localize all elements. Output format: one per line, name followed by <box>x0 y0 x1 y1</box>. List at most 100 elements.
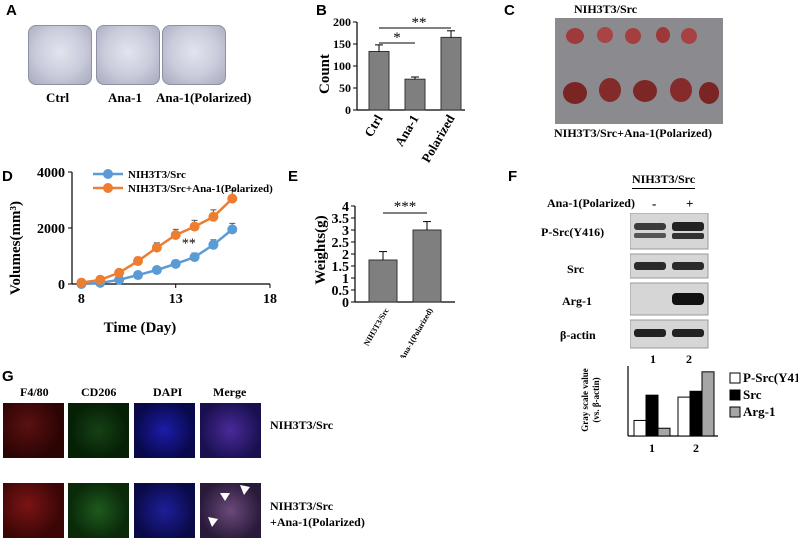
e-ytick-label: 3.5 <box>332 212 350 227</box>
b-sig-star-2: ** <box>412 15 427 31</box>
f-legend-swatch <box>729 406 741 418</box>
f-xtick-label: 1 <box>649 441 655 455</box>
f-lane-sign-2: + <box>686 196 694 211</box>
dish-ana1 <box>96 25 160 85</box>
panel-label-d: D <box>2 168 13 185</box>
g-channel-f480: F4/80 <box>20 385 49 399</box>
chart-d: Volumes(mm³) Time (Day) 0 2000 4000 8 13 18 NI… <box>8 166 277 335</box>
f-bar <box>657 427 671 437</box>
d-xtick-label: 13 <box>169 292 183 307</box>
panel-label-e: E <box>288 168 299 185</box>
g-row1-dapi <box>134 403 195 458</box>
d-point <box>95 274 106 285</box>
d-legend-label: NIH3T3/Src+Ana-1(Polarized) <box>128 183 273 195</box>
chart-e: Weights(g) 00.511.522.533.54 NIH3T3/SrcSr… <box>313 199 455 358</box>
d-point <box>170 230 181 240</box>
panel-label-f: F <box>508 168 518 185</box>
g-channel-dapi: DAPI <box>153 385 183 399</box>
tumor-photo <box>555 18 723 124</box>
b-ytick-label: 100 <box>333 59 351 73</box>
e-ytick-label: 4 <box>342 200 349 215</box>
d-ytick-label: 4000 <box>37 166 65 181</box>
b-ytick-label: 200 <box>333 15 351 29</box>
b-bar <box>404 78 426 111</box>
e-ytick-label: 2.5 <box>332 236 350 251</box>
f-header: NIH3T3/Src <box>632 172 696 189</box>
label-ana1: Ana-1 <box>108 90 142 105</box>
d-ylabel: Volumes(mm³) <box>8 201 24 295</box>
merge-arrows <box>208 485 250 527</box>
e-xtick-label: NIH3T3/Src <box>362 306 391 347</box>
g-row2-dapi <box>134 483 195 538</box>
f-treatment-label: Ana-1(Polarized) <box>547 196 635 210</box>
g-row-label-2: NIH3T3/Src +Ana-1(Polarized) <box>270 499 365 530</box>
e-xtick-label: Src+Ana-1(Polarized) <box>390 306 435 358</box>
panel-label-g: G <box>2 368 14 385</box>
f-ylabel-line1: Gray scale value <box>580 368 590 432</box>
panel-label-a: A <box>6 2 17 19</box>
f-bar <box>689 390 703 437</box>
panel-label-b: B <box>316 2 327 19</box>
e-ytick-label: 3 <box>342 224 349 239</box>
f-bar <box>677 396 691 437</box>
c-top-label: NIH3T3/Src <box>574 2 638 16</box>
d-point <box>114 274 125 285</box>
f-legend-label: Arg-1 <box>743 404 776 419</box>
b-ytick-label: 150 <box>333 37 351 51</box>
f-xtick-label: 2 <box>693 441 699 455</box>
g-row-label-1: NIH3T3/Src <box>270 418 334 432</box>
b-xtick-label: Polarized <box>418 111 458 165</box>
blot-label-src: Src <box>567 262 585 276</box>
b-ytick-label: 0 <box>345 103 351 117</box>
g-row1-f480 <box>3 403 64 458</box>
label-ana1-polarized: Ana-1(Polarized) <box>156 90 252 105</box>
d-point <box>208 211 219 222</box>
e-ytick-label: 0.5 <box>332 284 350 299</box>
e-ytick-label: 1 <box>342 272 349 287</box>
f-bar <box>645 394 659 437</box>
c-bottom-label: NIH3T3/Src+Ana-1(Polarized) <box>554 126 712 140</box>
b-xtick-label: Ctrl <box>361 112 386 140</box>
d-point <box>133 270 143 281</box>
f-legend-label: Src <box>743 387 762 402</box>
panel-label-c: C <box>504 2 515 19</box>
dish-ctrl <box>28 25 92 85</box>
g-channel-cd206: CD206 <box>81 385 117 399</box>
g-row2-cd206 <box>68 483 129 538</box>
f-legend-label: P-Src(Y416) <box>743 370 798 385</box>
f-lane-sign-1: - <box>652 196 657 211</box>
b-bar <box>368 50 390 111</box>
d-xtick-label: 8 <box>78 292 85 307</box>
g-channel-merge: Merge <box>213 385 247 399</box>
g-row1-merge <box>200 403 261 458</box>
f-ylabel-line2: (vs. β-actin) <box>591 377 601 422</box>
e-ytick-label: 0 <box>342 296 349 311</box>
e-ytick-label: 1.5 <box>332 260 350 275</box>
f-lane-num-1: 1 <box>650 352 656 366</box>
chart-f: Gray scale value (vs. β-actin) 1 2 P-Src(Y… <box>580 366 798 455</box>
d-point <box>208 239 219 250</box>
tumor-photo-graphic <box>555 18 723 124</box>
dish-ana1-polarized <box>162 25 226 85</box>
d-sig-star: ** <box>182 237 196 252</box>
blot-image <box>630 213 709 349</box>
d-series-line <box>81 228 234 286</box>
b-bar <box>440 36 462 111</box>
e-ylabel: Weights(g) <box>313 215 329 284</box>
b-ytick-label: 50 <box>339 81 351 95</box>
g-row2-f480 <box>3 483 64 538</box>
d-xtick-label: 18 <box>263 292 277 307</box>
d-point <box>151 265 162 275</box>
d-point <box>114 267 125 278</box>
d-point <box>189 252 200 263</box>
f-lane-num-2: 2 <box>686 352 692 366</box>
blot-label-bactin: β-actin <box>560 328 596 342</box>
d-point <box>189 221 200 232</box>
b-ylabel: Count <box>317 54 333 94</box>
blot-label-psrc: P-Src(Y416) <box>541 225 605 239</box>
f-legend-swatch <box>729 372 741 384</box>
d-point <box>133 256 143 267</box>
d-legend-marker <box>103 169 113 179</box>
d-point <box>227 224 238 235</box>
